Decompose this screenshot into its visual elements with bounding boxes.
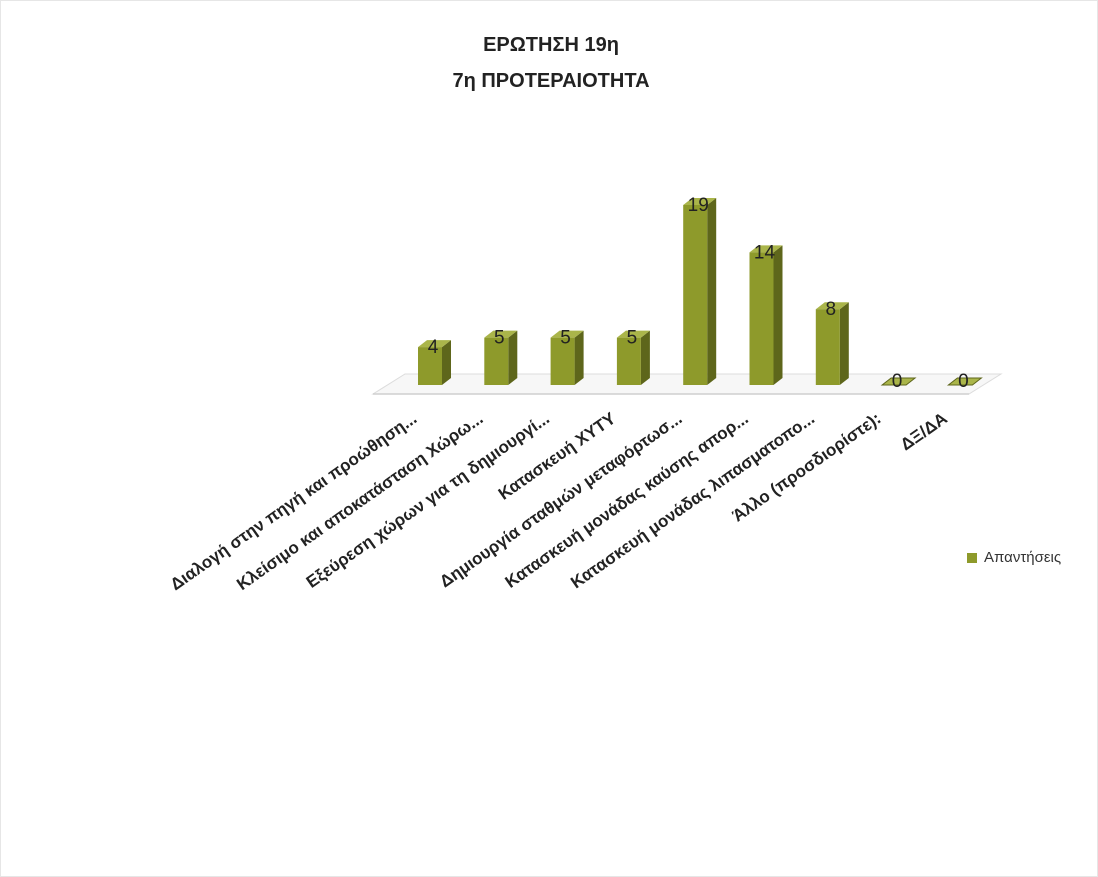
bar	[815, 309, 840, 385]
legend-swatch	[967, 552, 977, 563]
chart-title-block: ΕΡΩΤΗΣΗ 19η 7η ΠΡΟΤΕΡΑΙΟΤΗΤΑ	[301, 27, 801, 99]
data-label: 0	[958, 371, 969, 392]
data-label: 0	[892, 371, 903, 392]
category-label: Κατασκευή μονάδας καύσης απορ...	[502, 409, 752, 592]
bar-top	[683, 198, 717, 205]
bar-top	[616, 330, 650, 338]
chart-subtitle: 7η ΠΡΟΤΕΡΑΙΟΤΗΤΑ	[452, 70, 650, 92]
chart-title: ΕΡΩΤΗΣΗ 19η	[483, 34, 619, 56]
data-label: 5	[627, 328, 638, 349]
category-label: ΔΞ/ΔΑ	[897, 409, 951, 455]
data-label: 19	[688, 195, 709, 216]
bar	[484, 337, 509, 385]
bar	[550, 337, 575, 385]
data-label: 8	[826, 299, 837, 320]
data-label: 5	[494, 328, 505, 349]
bar-zero	[880, 377, 917, 386]
data-label: 5	[560, 328, 571, 349]
category-label: Εξεύρεση χώρων για τη δημιουργί...	[303, 409, 553, 592]
bar-side	[442, 340, 451, 385]
bar-top	[815, 302, 849, 310]
bar-side	[574, 330, 584, 385]
bar-top	[418, 340, 451, 348]
bar-side	[773, 245, 783, 385]
bar-side	[839, 302, 849, 385]
bar-top	[550, 330, 584, 338]
bar-top	[484, 330, 518, 338]
bar-zero	[946, 377, 983, 386]
category-label: Κατασκευή μονάδας λιπασματοπο...	[567, 409, 818, 593]
bar	[683, 205, 708, 385]
category-label: Κατασκευή ΧΥΤΥ	[495, 408, 620, 503]
bar-side	[508, 330, 518, 385]
bar-side	[707, 198, 717, 385]
legend: Απαντήσεις	[967, 549, 1061, 566]
bar-top	[749, 245, 783, 253]
legend-label: Απαντήσεις	[984, 549, 1062, 566]
data-label: 4	[428, 337, 439, 358]
category-label: Δημιουργία σταθμών μεταφόρτωσ...	[436, 409, 685, 592]
bar	[418, 347, 442, 385]
bar	[616, 337, 641, 385]
bar	[749, 252, 774, 385]
category-label: Διαλογή στην πηγή και προώθηση...	[167, 409, 421, 594]
data-label: 14	[754, 242, 776, 263]
bar-side	[640, 330, 650, 385]
